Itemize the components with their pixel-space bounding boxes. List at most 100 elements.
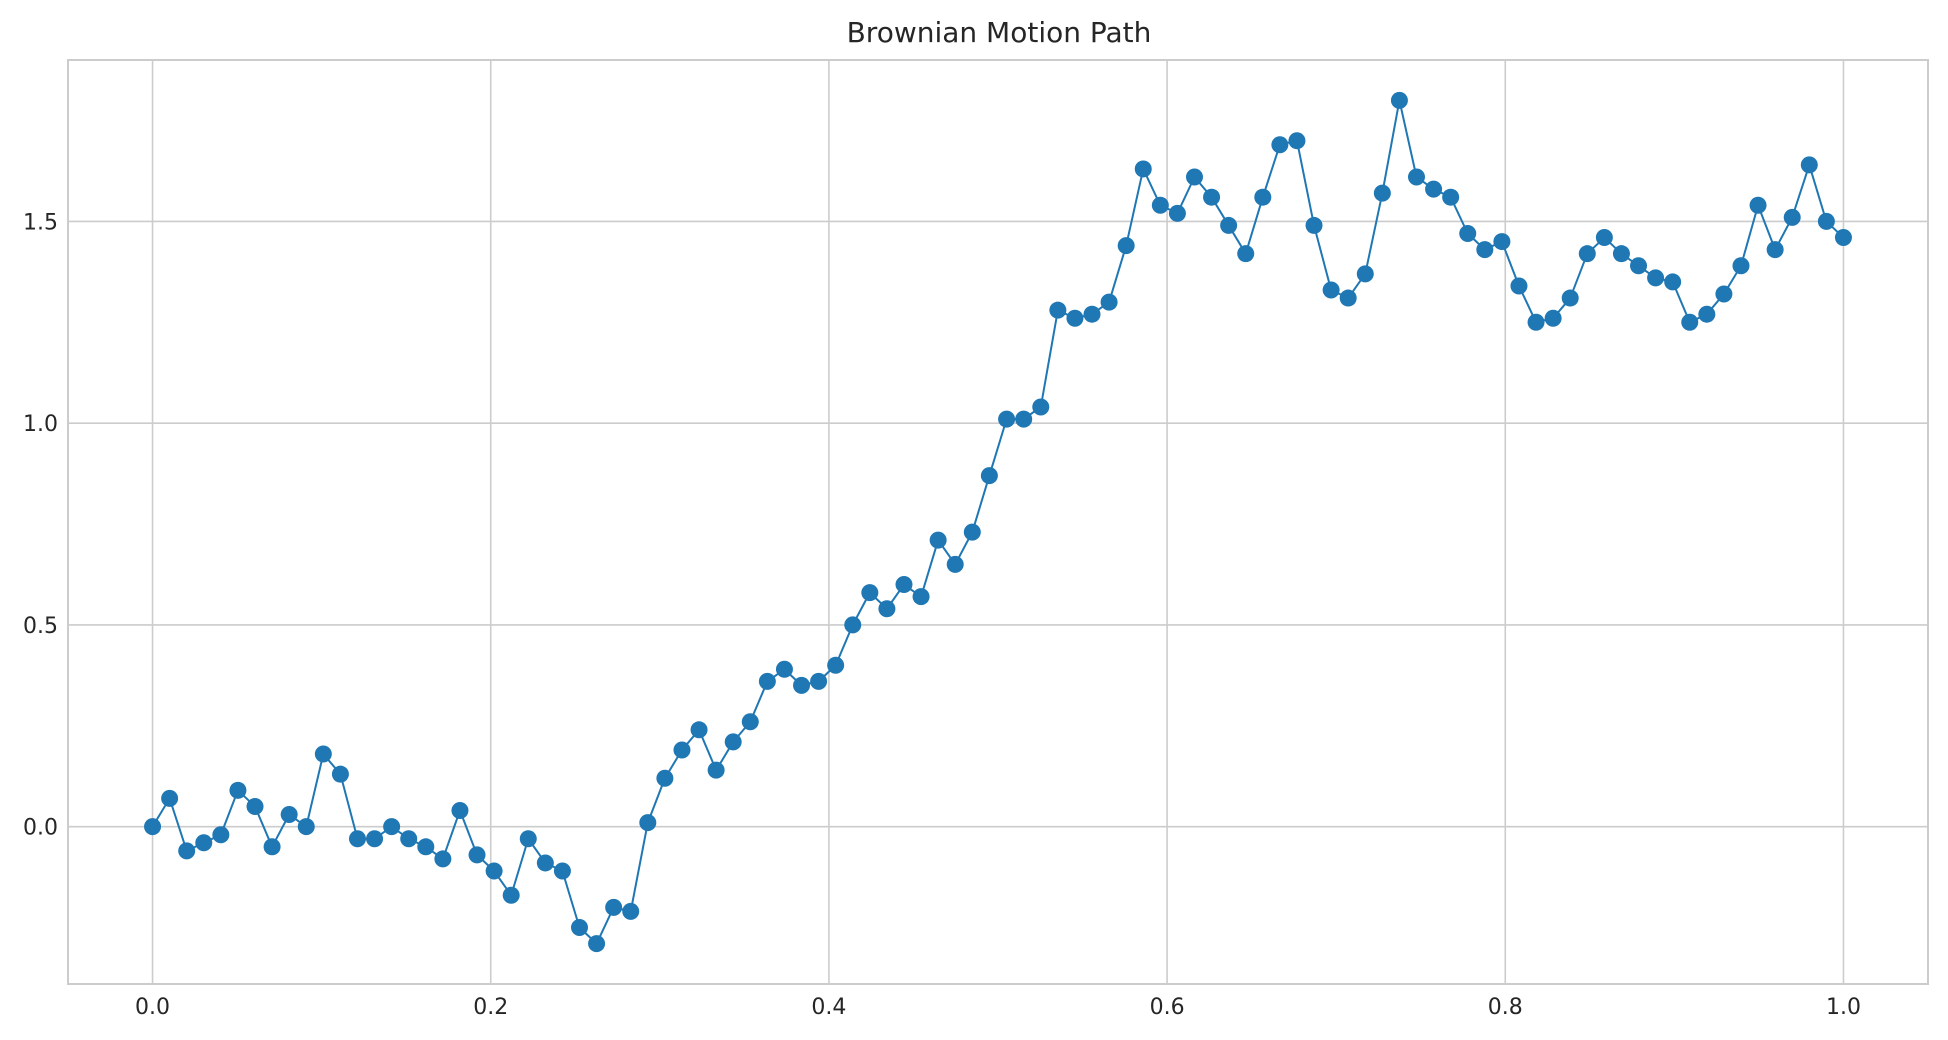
data-point — [1510, 277, 1528, 295]
data-point — [553, 862, 571, 880]
data-point — [1117, 237, 1135, 255]
data-point — [1271, 136, 1289, 154]
data-point — [485, 862, 503, 880]
data-point — [1493, 233, 1511, 251]
data-point — [1168, 204, 1186, 222]
data-point — [673, 741, 691, 759]
data-point — [280, 806, 298, 824]
x-tick-label: 0.8 — [1488, 995, 1523, 1020]
data-point — [178, 842, 196, 860]
data-point — [434, 850, 452, 868]
data-point — [400, 830, 418, 848]
data-point — [297, 818, 315, 836]
data-point — [502, 886, 520, 904]
data-point — [1288, 132, 1306, 150]
data-point — [348, 830, 366, 848]
data-point — [1254, 188, 1272, 206]
data-point — [1134, 160, 1152, 178]
data-point — [1732, 257, 1750, 275]
data-point — [1356, 265, 1374, 283]
grid-lines — [68, 60, 1928, 984]
data-point — [468, 846, 486, 864]
data-point — [1527, 313, 1545, 331]
data-point — [1373, 184, 1391, 202]
data-point — [605, 898, 623, 916]
data-point — [622, 902, 640, 920]
data-point — [946, 555, 964, 573]
data-point — [571, 919, 588, 937]
data-point — [212, 826, 230, 844]
data-point — [1339, 289, 1357, 307]
y-tick-label: 1.5 — [23, 210, 58, 235]
data-point — [195, 834, 213, 852]
data-point — [314, 745, 332, 763]
chart-title: Brownian Motion Path — [847, 16, 1152, 49]
data-point — [1595, 229, 1613, 247]
data-point — [656, 769, 674, 787]
data-point — [1083, 305, 1101, 323]
data-point — [229, 781, 247, 799]
data-point — [1561, 289, 1579, 307]
data-point — [1032, 398, 1050, 416]
data-point — [1408, 168, 1425, 186]
data-point — [1220, 216, 1238, 234]
data-point — [1305, 216, 1323, 234]
data-point — [1817, 212, 1835, 230]
x-tick-label: 0.6 — [1150, 995, 1185, 1020]
data-point — [246, 797, 264, 815]
data-point — [690, 721, 708, 739]
data-point — [383, 818, 401, 836]
data-point — [1442, 188, 1460, 206]
data-point — [1578, 245, 1596, 263]
data-point — [980, 467, 998, 485]
data-point — [1390, 91, 1408, 109]
data-point — [1049, 301, 1067, 319]
data-point — [1612, 245, 1630, 263]
data-point — [1630, 257, 1648, 275]
data-point — [1459, 225, 1477, 242]
data-point — [1237, 245, 1255, 263]
data-point — [366, 830, 384, 848]
data-point — [161, 789, 179, 807]
data-point — [1834, 229, 1852, 247]
data-point — [451, 802, 469, 819]
data-point — [1766, 241, 1784, 259]
data-point — [331, 765, 349, 783]
data-point — [775, 660, 793, 678]
data-point — [1185, 168, 1203, 186]
data-point — [1647, 269, 1665, 287]
y-tick-label: 0.5 — [23, 614, 58, 639]
data-point — [827, 656, 845, 674]
data-point — [793, 676, 811, 694]
data-point — [144, 818, 162, 836]
data-point — [912, 588, 930, 606]
data-point — [810, 672, 828, 690]
data-point — [1151, 196, 1169, 214]
data-point — [929, 531, 947, 549]
data-point — [1800, 156, 1818, 174]
data-point — [1100, 293, 1118, 311]
data-point — [263, 838, 281, 856]
data-point — [1664, 273, 1682, 291]
data-point — [1322, 281, 1340, 299]
data-point — [519, 830, 537, 848]
x-tick-label: 0.0 — [135, 995, 170, 1020]
axes-frame — [67, 59, 1929, 985]
data-point — [1783, 208, 1801, 226]
data-point — [417, 838, 435, 856]
data-point — [1715, 285, 1733, 303]
data-point — [1681, 313, 1699, 331]
data-point — [1203, 188, 1221, 206]
series-line — [151, 99, 1845, 945]
data-point — [1544, 309, 1562, 327]
data-point — [1698, 305, 1716, 323]
data-point — [758, 672, 776, 690]
data-point — [536, 854, 554, 872]
data-point — [1066, 309, 1084, 327]
data-point — [707, 761, 725, 779]
tick-labels: 0.0 0.2 0.4 0.6 0.8 1.0 0.0 0.5 1.0 1.5 — [23, 210, 1861, 1020]
data-point — [1476, 241, 1494, 259]
data-point — [895, 576, 913, 594]
